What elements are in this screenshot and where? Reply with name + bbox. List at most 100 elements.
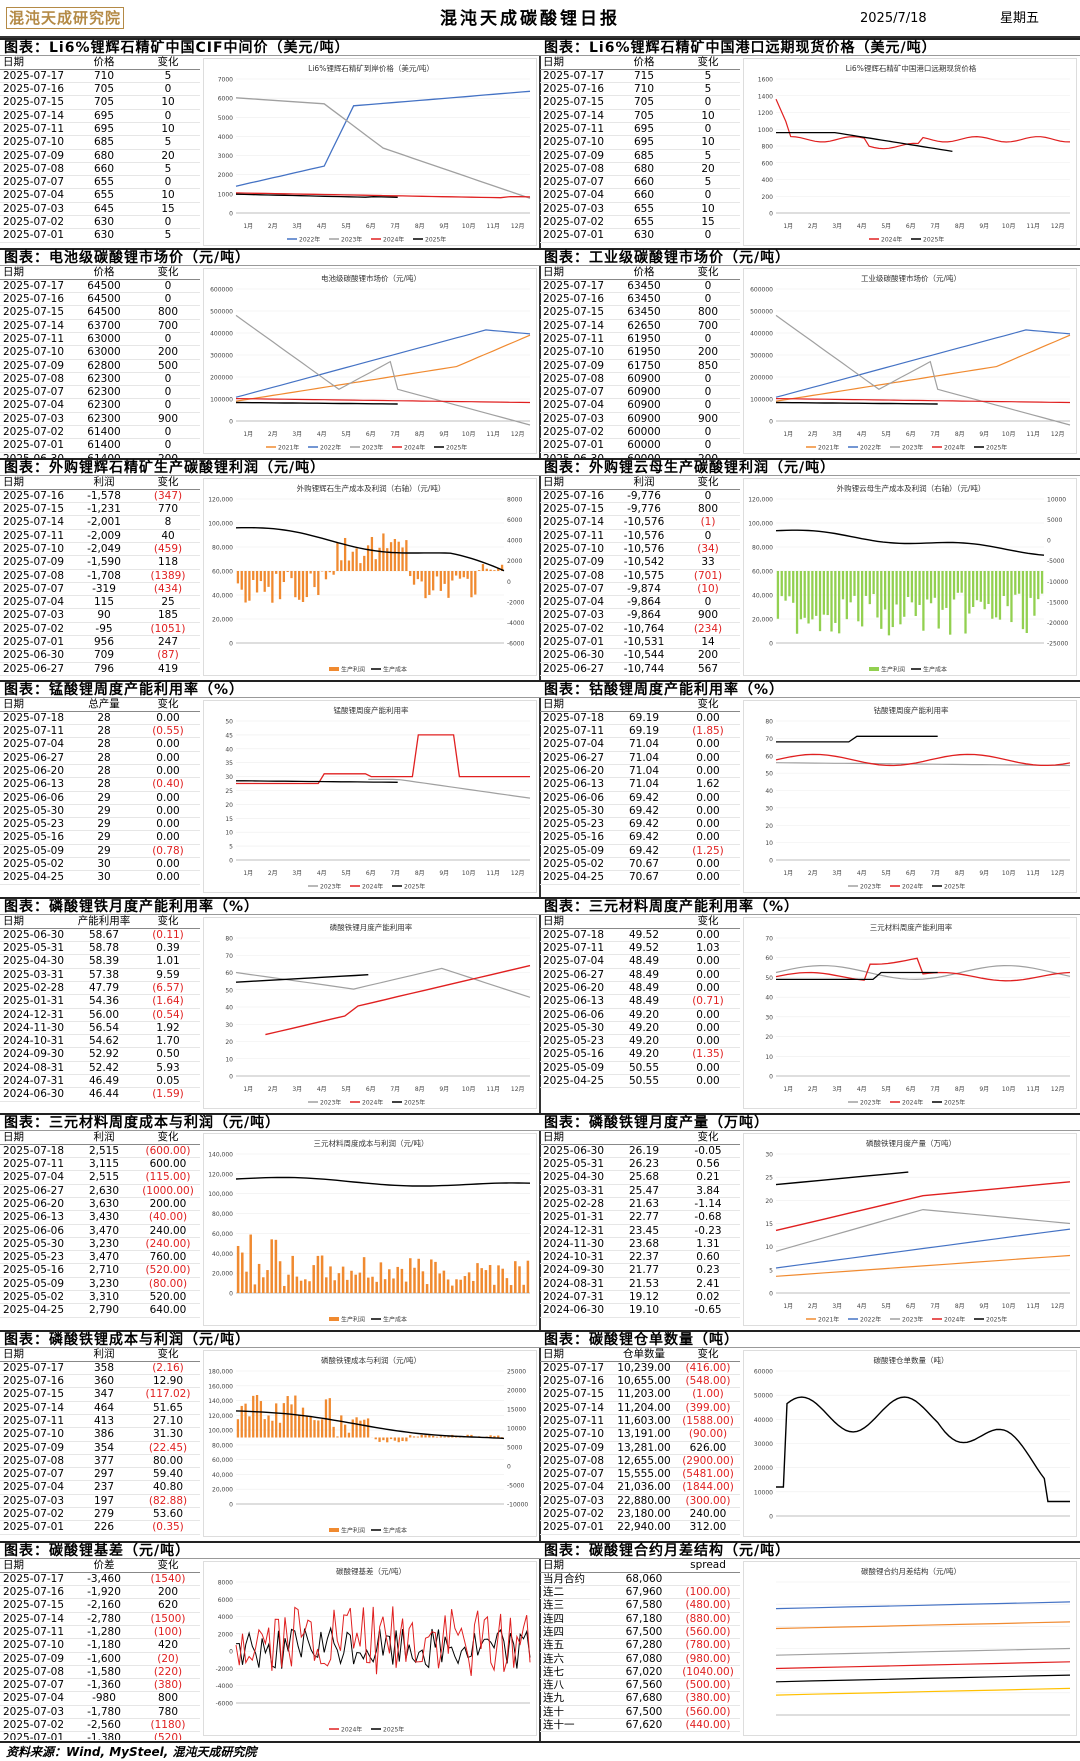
table-cell: 2025-07-16 <box>0 1585 72 1600</box>
table-cell: 2025-06-30 <box>540 1144 612 1159</box>
y-tick-label: 20 <box>225 1039 233 1046</box>
x-tick-label: 11月 <box>486 223 500 230</box>
table-row: 2025-07-04 115 25 <box>0 595 200 610</box>
table-cell: 2025-07-11 <box>0 1157 72 1172</box>
bar <box>271 1420 274 1438</box>
bar <box>918 571 921 605</box>
table-cell: 0 <box>676 332 740 347</box>
y-tick-label: 1000 <box>218 191 233 198</box>
x-tick-label: 2月 <box>268 223 278 230</box>
table-cell: 49.20 <box>612 1008 676 1022</box>
bar <box>366 545 370 571</box>
y-tick-label: 70 <box>765 936 773 943</box>
bar <box>371 1276 374 1293</box>
table-cell: 0 <box>136 109 200 123</box>
table-row: 连五 67,280 (780.00) <box>540 1638 740 1653</box>
table-cell: 63700 <box>72 319 136 333</box>
bar <box>350 1270 353 1293</box>
table-cell: 2025-04-25 <box>540 1074 612 1089</box>
table-header: 日期 变化 <box>540 915 740 929</box>
table-row: 2025-07-14 464 51.65 <box>0 1401 200 1415</box>
y-tick-label: 20,000 <box>212 617 233 624</box>
bar <box>316 1255 320 1293</box>
table-cell: 2024-10-31 <box>540 1250 612 1265</box>
table-cell: (0.78) <box>136 844 200 859</box>
table-row: 连三 67,580 (480.00) <box>540 1598 740 1613</box>
table-row: 2025-07-04 71.04 0.00 <box>540 737 740 752</box>
legend-label: 生产成本 <box>383 1316 407 1324</box>
bar <box>305 1415 308 1438</box>
table-cell: 2025-07-11 <box>0 122 72 137</box>
table-row: 2025-07-04 60900 0 <box>540 398 740 413</box>
chart-svg: Li6%锂辉石精矿到岸价格（美元/吨）700060005000400030002… <box>218 63 531 244</box>
bar <box>329 1266 332 1293</box>
column-header: 变化 <box>136 698 200 712</box>
table-cell: 354 <box>72 1441 136 1455</box>
table-row: 2025-07-08 377 80.00 <box>0 1454 200 1469</box>
table-cell: 2025-07-01 <box>0 1731 72 1740</box>
table-cell: 2025-07-01 <box>0 228 72 243</box>
column-header: 日期 <box>540 266 612 280</box>
legend-label: 2023年 <box>902 444 923 452</box>
bar <box>287 1274 290 1293</box>
table-row: 2024-10-31 54.62 1.70 <box>0 1034 200 1049</box>
table-cell: 2025-07-14 <box>540 319 612 333</box>
line-2025 <box>775 1171 909 1186</box>
table-cell: (0.71) <box>676 994 740 1009</box>
table-cell: (347) <box>136 489 200 504</box>
table-cell: 5 <box>136 228 200 243</box>
y-tick-label-right: 6000 <box>507 517 522 524</box>
chart-p5: 外购锂辉石生产成本及利润（右轴）（元/吨） 120,000 100,000 80,00… <box>203 478 537 676</box>
data-table: 日期 利润 变化 2025-07-17 358 (2.16) 2025-07-16 360 12… <box>0 1348 200 1535</box>
y-tick-label: 0 <box>229 641 233 648</box>
bar <box>340 560 343 571</box>
table-cell: 2025-07-04 <box>540 595 612 610</box>
column-header: 变化 <box>676 915 740 929</box>
table-row: 2025-07-17 64500 0 <box>0 279 200 294</box>
table-cell: 2025-07-15 <box>540 95 612 110</box>
table-cell: 2025-05-30 <box>0 804 72 819</box>
bar <box>267 571 270 587</box>
column-header: 变化 <box>136 266 200 280</box>
bar <box>929 571 933 604</box>
panel-p13: 图表：磷酸铁锂成本与利润（元/吨） 日期 利润 变化 2025-07-17 358 (2.1… <box>0 1330 540 1541</box>
table-row: 2025-07-07 -319 (434) <box>0 582 200 597</box>
column-header: 变化 <box>136 56 200 70</box>
y-tick-label: 0 <box>769 641 773 648</box>
table-cell: 2025-07-17 <box>0 1361 72 1376</box>
bar <box>301 571 305 602</box>
table-cell: 2025-05-16 <box>0 830 72 845</box>
legend-label: 2022年 <box>860 1316 881 1324</box>
table-cell: 60900 <box>612 412 676 427</box>
table-row: 2025-07-02 23,180.00 240.00 <box>540 1507 740 1522</box>
report-date: 2025/7/18 <box>860 11 927 26</box>
table-cell: 30 <box>72 857 136 872</box>
table-cell: 956 <box>72 635 136 650</box>
table-cell: 2025-02-28 <box>0 981 72 996</box>
table-cell: 0.00 <box>136 830 200 845</box>
table-cell: 69.42 <box>612 817 676 832</box>
legend-label: 2025年 <box>944 883 965 891</box>
table-cell: 640.00 <box>136 1303 200 1318</box>
bar <box>416 571 420 580</box>
table-cell: 2025-06-20 <box>0 764 72 779</box>
chart-p15: 碳酸锂基差（元/吨） 8000 6000 4000 2000 0 -2000 -4000 -60… <box>203 1561 537 1736</box>
table-cell: 2025-07-04 <box>0 398 72 413</box>
table-cell: (1) <box>676 515 740 530</box>
table-cell: 0.00 <box>676 711 740 726</box>
bar <box>249 1234 252 1293</box>
table-cell: 226 <box>72 1520 136 1535</box>
x-tick-label: 4月 <box>857 1303 867 1310</box>
table-cell: 71.04 <box>612 751 676 765</box>
y-tick-label: 4000 <box>218 1614 233 1621</box>
table-cell: 630 <box>612 228 676 243</box>
column-header: 变化 <box>676 1348 740 1362</box>
table-cell: 2025-07-10 <box>0 135 72 150</box>
bar <box>374 1437 377 1440</box>
table-cell: 2025-06-27 <box>0 662 72 676</box>
bar <box>983 571 986 610</box>
bar <box>417 1258 420 1293</box>
bar <box>401 547 404 571</box>
table-cell: 2025-05-31 <box>540 1157 612 1172</box>
table-cell: 2025-06-27 <box>0 1184 72 1198</box>
